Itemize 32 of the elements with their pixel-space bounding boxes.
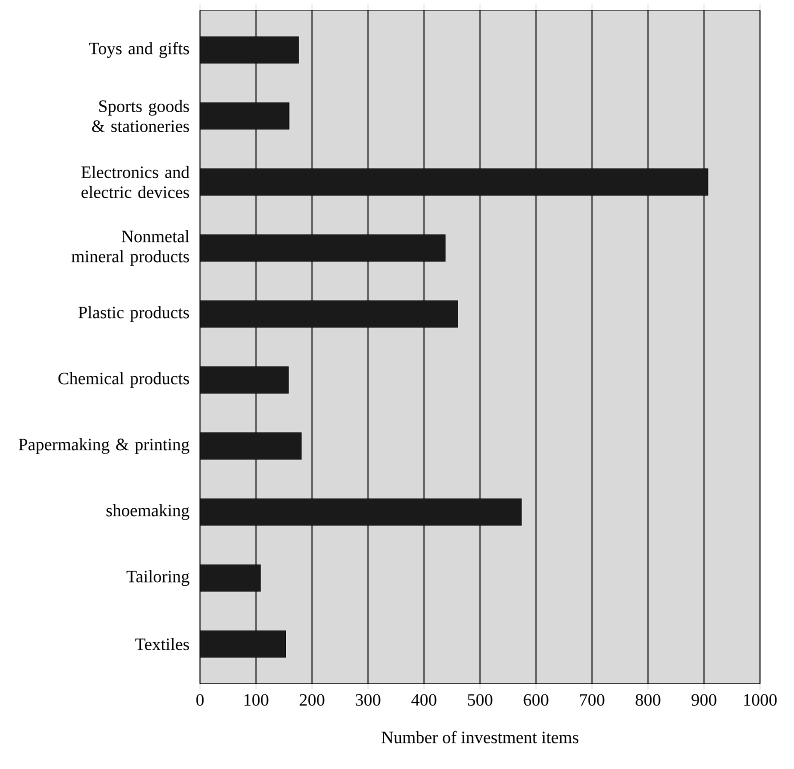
y-tick-label: Sports goods & stationeries — [92, 100, 189, 132]
y-tick-label: Chemical products — [58, 372, 189, 388]
y-tick-label: shoemaking — [106, 504, 190, 520]
x-axis-title: Number of investment items — [382, 730, 578, 744]
x-tick-label: 0 — [196, 694, 204, 706]
y-tick-label: Toys and gifts — [89, 42, 189, 58]
bar — [200, 300, 458, 328]
y-tick-label: Electronics and electric devices — [81, 166, 190, 198]
y-tick-label: Nonmetal mineral products — [72, 230, 190, 266]
x-tick-label: 500 — [468, 694, 492, 706]
x-tick-label: 1000 — [744, 694, 777, 706]
x-tick-label: 100 — [244, 694, 268, 706]
bar — [200, 36, 299, 64]
x-tick-label: 900 — [692, 694, 716, 706]
x-tick-label: 400 — [411, 694, 436, 706]
bar — [200, 498, 522, 526]
bar — [200, 630, 286, 658]
y-tick-label: Plastic products — [78, 306, 189, 322]
bar — [200, 168, 708, 196]
bar — [200, 366, 289, 394]
y-tick-label: Tailoring — [126, 570, 190, 586]
x-tick-label: 600 — [524, 694, 548, 706]
bar — [200, 564, 261, 592]
x-tick-label: 700 — [580, 694, 604, 706]
y-tick-label: Papermaking & printing — [18, 438, 190, 454]
x-tick-label: 300 — [356, 694, 380, 706]
x-tick-label: 800 — [636, 694, 660, 706]
bar — [200, 432, 302, 460]
bar — [200, 234, 446, 262]
bar — [200, 102, 290, 130]
x-tick-label: 200 — [300, 694, 324, 706]
y-tick-label: Textiles — [135, 638, 190, 650]
